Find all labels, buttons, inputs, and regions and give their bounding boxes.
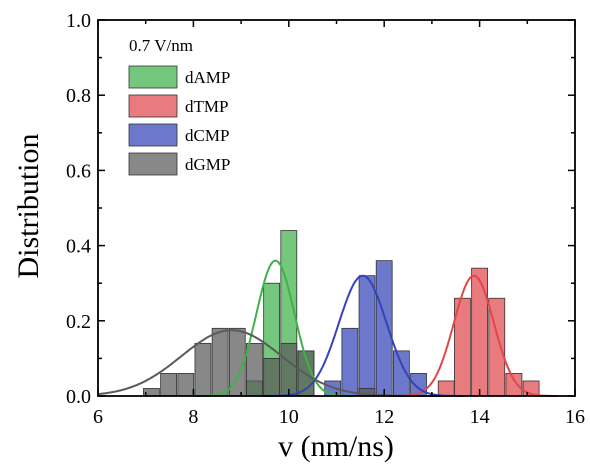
legend-swatch-damp xyxy=(128,65,178,89)
bar-dcmp-1 xyxy=(341,327,359,397)
axes xyxy=(97,19,576,397)
x-tick-label: 14 xyxy=(470,406,490,428)
legend-label-dgmp: dGMP xyxy=(185,155,230,174)
legend-label-damp: dAMP xyxy=(185,68,230,87)
y-tick-label: 1.0 xyxy=(66,10,91,32)
bar-dgmp-3 xyxy=(194,342,212,397)
x-axis-label: v (nm/ns) xyxy=(278,430,394,463)
fit-curve-dcmp xyxy=(262,274,463,397)
bar-dgmp-1 xyxy=(160,373,177,397)
bar-dtmp-0 xyxy=(437,380,455,397)
y-tick-label: 0.0 xyxy=(66,386,91,408)
bar-dtmp-4 xyxy=(505,373,523,397)
fit-curve-dtmp xyxy=(389,274,558,397)
bar-dgmp-7 xyxy=(263,357,281,397)
legend-label-dtmp: dTMP xyxy=(185,97,228,116)
y-tick-label: 0.2 xyxy=(66,311,91,333)
y-tick-label: 0.8 xyxy=(66,85,91,107)
tick-labels: 6 8 10 12 14 16 0.0 0.2 0.4 0.6 0.8 1.0 xyxy=(66,10,585,428)
legend: 0.7 V/nm dAMP dTMP dCMP dGMP xyxy=(128,36,230,176)
bar-dcmp-2 xyxy=(358,275,376,397)
bar-dgmp-4 xyxy=(211,327,229,397)
x-tick-label: 10 xyxy=(279,406,299,428)
bar-dcmp-3 xyxy=(375,260,393,397)
x-tick-label: 12 xyxy=(374,406,394,428)
legend-swatch-dcmp xyxy=(128,123,178,147)
legend-swatch-dtmp xyxy=(128,94,178,118)
x-tick-label: 8 xyxy=(188,406,198,428)
y-tick-label: 0.6 xyxy=(66,160,91,182)
x-tick-label: 16 xyxy=(565,406,585,428)
y-tick-label: 0.4 xyxy=(66,236,91,258)
legend-title: 0.7 V/nm xyxy=(129,36,193,55)
legend-swatch-dgmp xyxy=(128,152,178,176)
legend-label-dcmp: dCMP xyxy=(185,126,229,145)
fit-curve-damp xyxy=(195,259,356,397)
bar-dgmp-2 xyxy=(177,373,195,397)
bar-dgmp-6 xyxy=(246,342,263,397)
y-axis-label: Distribution xyxy=(12,133,45,278)
x-tick-label: 6 xyxy=(93,406,103,428)
bar-dtmp-2 xyxy=(471,267,488,397)
bar-dgmp-8 xyxy=(280,342,298,397)
